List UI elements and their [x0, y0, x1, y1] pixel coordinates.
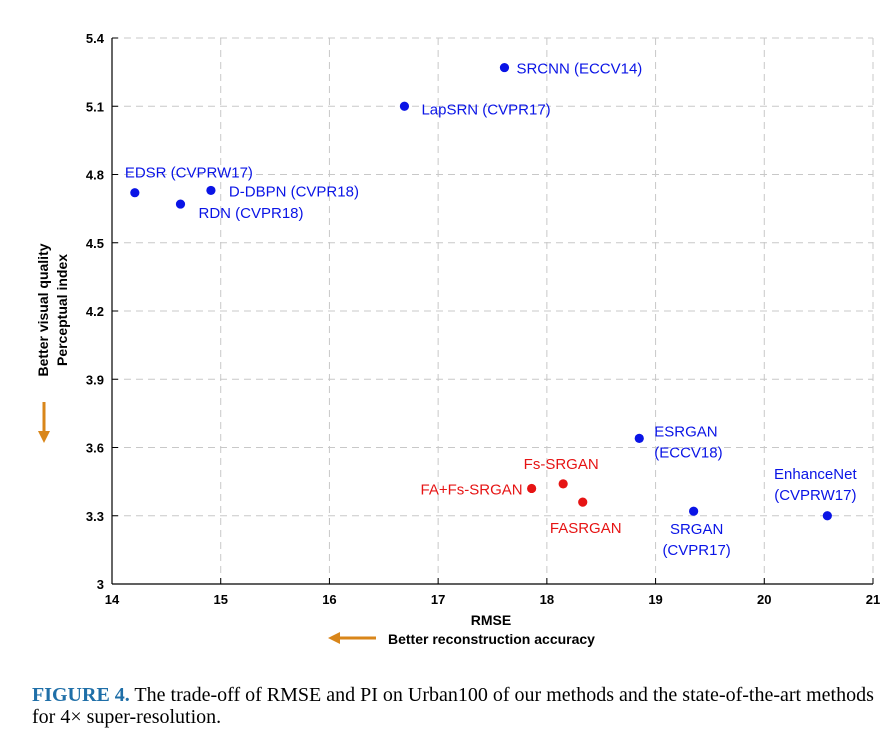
axes — [111, 37, 874, 585]
point-label: (ECCV18) — [654, 444, 722, 461]
grid-lines — [111, 37, 874, 585]
point-label: EDSR (CVPRW17) — [125, 165, 253, 182]
data-point — [634, 433, 644, 443]
point-label: RDN (CVPR18) — [198, 205, 303, 222]
y-tick-label: 3.9 — [86, 372, 104, 387]
point-label: FASRGAN — [550, 520, 622, 537]
y-axis-label-line2: Perceptual index — [54, 254, 70, 366]
data-point — [558, 479, 568, 489]
data-point — [130, 188, 140, 198]
data-point — [399, 101, 410, 111]
x-tick-label: 15 — [213, 592, 227, 607]
point-label: LapSRN (CVPR17) — [421, 101, 550, 118]
x-tick-label: 21 — [866, 592, 880, 607]
point-label: SRCNN (ECCV14) — [516, 61, 642, 78]
data-points — [130, 62, 832, 521]
data-point — [206, 185, 216, 196]
y-hint-arrow-icon — [38, 402, 50, 443]
point-label: SRGAN — [670, 521, 723, 538]
x-axis-label: RMSE — [471, 612, 511, 628]
y-tick-label: 4.2 — [86, 304, 104, 319]
y-tick-label: 3.6 — [86, 441, 104, 456]
point-label: (CVPRW17) — [774, 487, 856, 504]
point-label: (CVPR17) — [662, 542, 730, 559]
y-tick-label: 4.5 — [86, 236, 104, 251]
x-tick-label: 17 — [431, 592, 445, 607]
point-label: FA+Fs-SRGAN — [421, 481, 523, 498]
figure-caption: FIGURE 4. The trade-off of RMSE and PI o… — [32, 684, 882, 728]
x-tick-label: 19 — [648, 592, 662, 607]
data-point — [578, 497, 588, 507]
y-tick-label: 5.1 — [86, 99, 104, 114]
data-point — [527, 483, 537, 494]
caption-text: The trade-off of RMSE and PI on Urban100… — [32, 684, 874, 728]
data-point — [175, 199, 186, 209]
x-axis-hint: Better reconstruction accuracy — [388, 631, 595, 647]
x-tick-label: 20 — [757, 592, 771, 607]
x-tick-label: 16 — [322, 592, 336, 607]
y-tick-label: 3.3 — [86, 509, 104, 524]
x-hint-arrow-icon — [328, 632, 376, 644]
y-tick-label: 4.8 — [86, 168, 104, 183]
point-label: ESRGAN — [654, 423, 717, 440]
point-label: EnhanceNet — [774, 466, 857, 483]
x-tick-label: 14 — [105, 592, 120, 607]
y-tick-label: 3 — [97, 577, 104, 592]
point-labels: SRCNN (ECCV14) LapSRN (CVPR17) EDSR (CVPRW… — [125, 61, 858, 560]
figure-label: FIGURE 4. — [32, 684, 130, 706]
tick-labels: 14 15 16 17 18 19 20 21 3 3.3 3.6 3.9 4.2 4.5 4.8 5.1 5.… — [86, 31, 880, 607]
scatter-chart: 14 15 16 17 18 19 20 21 3 3.3 3.6 3.9 4.2 4.5 4.8 5.1 5.… — [35, 31, 880, 647]
point-label: D-DBPN (CVPR18) — [229, 183, 359, 200]
y-axis-label-line1: Better visual quality — [35, 243, 51, 376]
point-label: Fs-SRGAN — [524, 456, 599, 473]
data-point — [689, 506, 699, 516]
data-point — [499, 62, 510, 73]
y-tick-label: 5.4 — [86, 31, 105, 46]
data-point — [822, 511, 832, 521]
x-tick-label: 18 — [540, 592, 554, 607]
